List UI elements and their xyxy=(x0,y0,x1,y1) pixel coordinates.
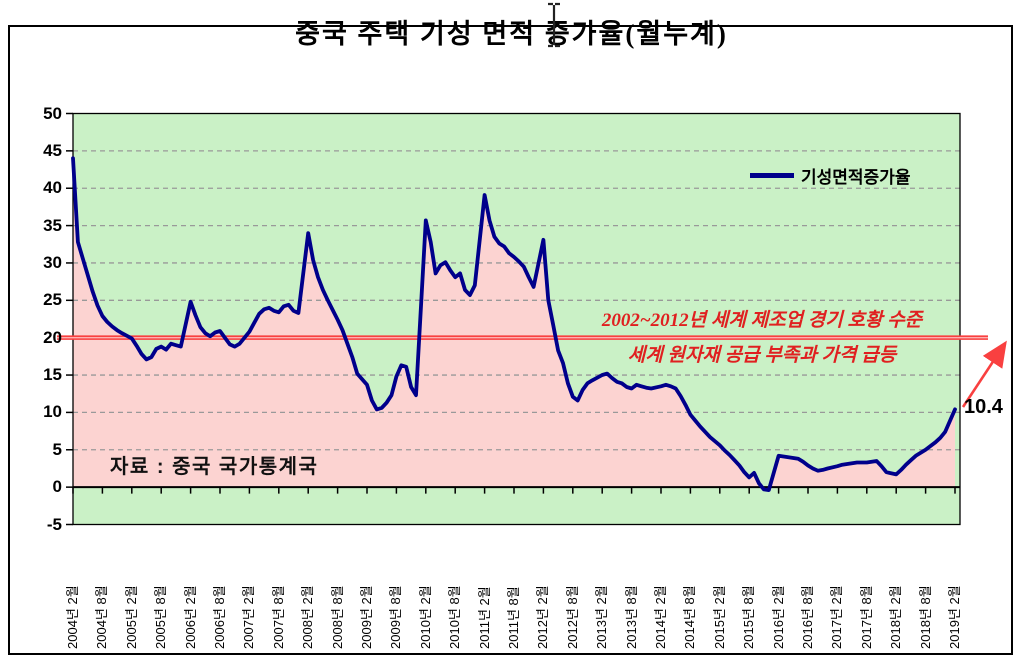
x-axis-label: 2006년 2월 xyxy=(182,585,198,649)
x-axis-label: 2012년 8월 xyxy=(564,585,580,649)
x-axis-label: 2011년 8월 xyxy=(506,586,521,649)
x-axis-label: 2007년 2월 xyxy=(241,585,257,649)
annotation-line-2: 세계 원자재 공급 부족과 가격 급등 xyxy=(627,345,897,366)
x-axis-label: 2004년 2월 xyxy=(65,585,80,649)
x-axis-label: 2010년 8월 xyxy=(447,585,463,649)
plot-border xyxy=(72,112,961,526)
x-axis-label: 2005년 2월 xyxy=(123,585,139,649)
y-axis-label: 45 xyxy=(43,140,62,160)
x-axis-label: 2009년 2월 xyxy=(359,585,374,649)
x-axis-label: 2010년 2월 xyxy=(417,585,433,649)
x-axis-label: 2014년 8월 xyxy=(682,585,698,649)
text-cursor-icon xyxy=(548,2,560,48)
x-axis-label: 2013년 8월 xyxy=(623,585,639,649)
x-axis-label: 2008년 8월 xyxy=(329,585,345,649)
x-axis-label: 2018년 8월 xyxy=(917,585,933,649)
x-axis-label: 2017년 2월 xyxy=(829,585,845,649)
legend: 기성면적증가율 xyxy=(750,163,910,187)
y-axis-label: 40 xyxy=(43,178,62,198)
legend-label: 기성면적증가율 xyxy=(801,167,911,187)
y-axis-label: 15 xyxy=(43,365,62,384)
x-axis-label: 2018년 2월 xyxy=(888,585,904,649)
x-axis-label: 2005년 8월 xyxy=(153,585,169,649)
y-axis-label: 35 xyxy=(43,215,62,235)
y-axis-label: 25 xyxy=(43,290,62,310)
trend-arrow xyxy=(961,340,1007,408)
x-axis-label: 2008년 2월 xyxy=(300,585,316,649)
x-axis-label: 2011년 2월 xyxy=(476,586,492,649)
x-axis-label: 2013년 2월 xyxy=(594,585,610,649)
x-axis-label: 2019년 2월 xyxy=(947,585,962,649)
chart-title: 중국 주택 기성 면적 증가율(월누계) xyxy=(295,19,728,49)
annotation-line-1: 2002~2012년 세계 제조업 경기 호황 수준 xyxy=(601,310,923,331)
y-axis-label: -5 xyxy=(46,514,62,534)
x-axis-label: 2015년 2월 xyxy=(711,585,727,649)
y-axis-label: 5 xyxy=(52,439,62,459)
y-axis-label: 20 xyxy=(43,327,62,347)
y-axis-label: 50 xyxy=(43,103,62,123)
legend-line-sample xyxy=(750,172,794,178)
x-axis-label: 2004년 8월 xyxy=(94,585,110,649)
data-line xyxy=(71,156,957,493)
y-axis-label: 30 xyxy=(43,253,62,272)
x-axis-label: 2015년 8월 xyxy=(741,585,757,649)
y-axis-label: 10 xyxy=(43,402,62,422)
source-note: 자료 : 중국 국가통계국 xyxy=(110,456,319,478)
y-axis-label: 0 xyxy=(52,477,62,497)
x-axis-label: 2016년 2월 xyxy=(770,585,786,649)
x-axis-label: 2012년 2월 xyxy=(535,585,551,649)
x-axis-label: 2017년 8월 xyxy=(858,585,874,649)
x-axis-label: 2009년 8월 xyxy=(388,585,404,649)
end-value-label: 10.4 xyxy=(964,396,1003,418)
x-axis-label: 2006년 8월 xyxy=(212,585,227,649)
area-fill xyxy=(73,158,955,491)
x-axis-label: 2016년 8월 xyxy=(800,585,815,649)
x-axis-label: 2014년 2월 xyxy=(653,585,668,649)
x-axis-label: 2007년 8월 xyxy=(270,585,286,649)
